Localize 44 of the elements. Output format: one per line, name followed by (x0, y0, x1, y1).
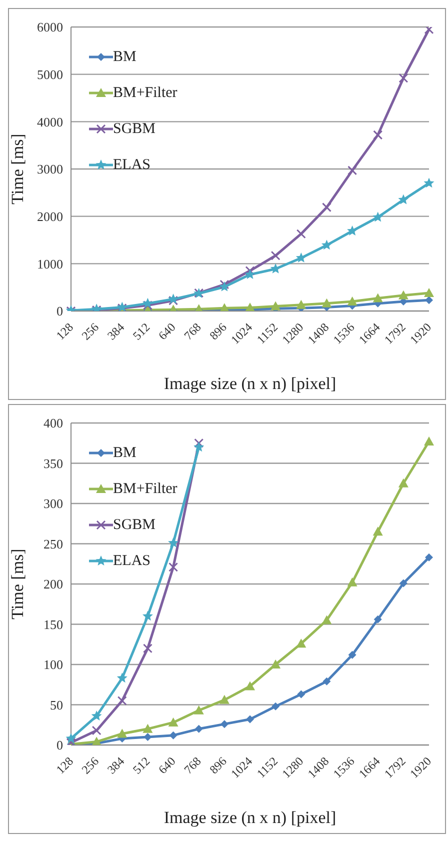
y-tick-label: 100 (44, 657, 63, 672)
y-tick-label: 6000 (37, 20, 63, 35)
y-tick-label: 200 (44, 576, 63, 592)
legend-label: ELAS (113, 552, 150, 570)
y-tick-label: 4000 (37, 114, 63, 130)
y-tick-label: 350 (44, 456, 63, 471)
y-tick-label: 0 (56, 738, 63, 753)
x-tick-label: 512 (130, 320, 153, 343)
y-axis-title: Time [ms] (8, 548, 28, 620)
x-tick-label: 1152 (254, 320, 281, 347)
x-tick-label: 640 (156, 754, 178, 777)
y-tick-label: 400 (44, 416, 63, 431)
x-tick-label: 384 (104, 754, 128, 777)
x-tick-label: 896 (206, 754, 230, 777)
x-tick-label: 896 (206, 320, 230, 343)
legend-label: BM (113, 48, 136, 66)
legend-label: BM+Filter (113, 84, 178, 102)
legend-label: ELAS (113, 156, 150, 174)
y-tick-label: 250 (44, 536, 63, 552)
x-tick-label: 128 (53, 754, 76, 777)
x-tick-label: 384 (104, 320, 128, 343)
x-tick-label: 512 (130, 754, 153, 777)
x-axis-title: Image size (n x n) [pixel] (164, 808, 336, 827)
x-tick-label: 768 (181, 754, 204, 777)
legend-label: BM+Filter (113, 480, 178, 498)
y-tick-label: 0 (56, 304, 63, 319)
x-tick-label: 128 (53, 320, 76, 343)
legend-label: SGBM (113, 516, 156, 534)
y-tick-label: 50 (50, 697, 63, 712)
y-tick-label: 300 (44, 496, 63, 512)
y-tick-label: 1000 (37, 256, 63, 272)
x-tick-label: 640 (156, 320, 178, 343)
legend-label: SGBM (113, 120, 156, 138)
legend-label: BM (113, 444, 136, 462)
y-axis-title: Time [ms] (8, 134, 28, 204)
x-tick-label: 256 (78, 320, 102, 343)
x-tick-label: 1152 (254, 754, 281, 781)
y-tick-label: 150 (44, 616, 63, 632)
x-tick-label: 256 (78, 754, 102, 777)
y-tick-label: 5000 (37, 66, 63, 82)
x-tick-label: 768 (181, 320, 204, 343)
y-tick-label: 3000 (37, 162, 63, 177)
x-axis-title: Image size (n x n) [pixel] (164, 374, 336, 393)
y-tick-label: 2000 (37, 208, 63, 224)
